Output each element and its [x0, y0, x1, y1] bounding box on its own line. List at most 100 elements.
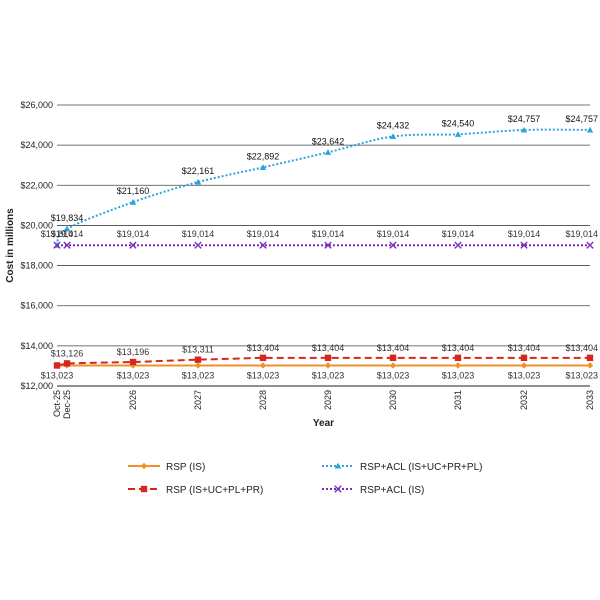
- data-label: $13,023: [117, 370, 150, 380]
- data-label: $19,014: [117, 229, 150, 239]
- data-label: $13,311: [182, 345, 214, 355]
- data-label: $19,014: [182, 229, 215, 239]
- data-point: [520, 241, 528, 249]
- data-point: [334, 462, 342, 469]
- data-point: [63, 225, 71, 232]
- data-label: $21,160: [117, 186, 150, 196]
- data-point-stroke: [53, 241, 61, 249]
- data-point-stroke: [454, 241, 462, 249]
- x-tick-label: 2032: [519, 390, 529, 410]
- legend-item: RSP+ACL (IS): [322, 485, 424, 496]
- data-point: [454, 241, 462, 249]
- data-label: $13,404: [442, 343, 475, 353]
- data-label: $19,014: [312, 229, 345, 239]
- data-point: [259, 164, 267, 170]
- data-point: [586, 241, 594, 249]
- y-tick-label: $24,000: [20, 140, 53, 150]
- data-point-stroke: [63, 241, 71, 249]
- data-point: [129, 358, 137, 366]
- data-label: $13,023: [508, 370, 541, 380]
- data-point-stroke: [129, 241, 137, 249]
- data-point: [53, 241, 61, 249]
- y-axis-ticks: $12,000 $14,000 $16,000 $18,000 $20,000 $22,0…: [20, 100, 53, 391]
- data-label: $13,023: [377, 370, 410, 380]
- data-label: $19,014: [442, 229, 475, 239]
- data-point: [194, 178, 202, 185]
- data-label: $22,892: [247, 151, 280, 161]
- series-line: [56, 356, 590, 367]
- data-label: $19,014: [51, 229, 84, 239]
- data-point: [324, 362, 332, 369]
- data-label: $13,023: [312, 370, 345, 380]
- data-point: [389, 354, 397, 362]
- legend-label: RSP+ACL (IS+UC+PR+PL): [360, 462, 482, 473]
- data-label: $23,642: [312, 136, 345, 146]
- legend-label: RSP+ACL (IS): [360, 485, 424, 496]
- data-label: $19,014: [377, 229, 410, 239]
- data-label: $13,023: [565, 370, 598, 380]
- data-point: [520, 354, 528, 362]
- data-point: [454, 131, 462, 137]
- data-label: $13,023: [182, 370, 215, 380]
- y-tick-label: $16,000: [20, 301, 53, 311]
- data-label: $24,432: [377, 120, 410, 130]
- data-point: [586, 354, 594, 362]
- x-tick-label: 2028: [258, 390, 268, 410]
- data-point: [259, 354, 267, 362]
- series-1: [53, 354, 594, 369]
- x-tick-label: 2026: [128, 390, 138, 410]
- data-point: [324, 354, 332, 362]
- data-point: [389, 362, 397, 369]
- y-axis-title: Cost in millions: [5, 208, 16, 283]
- data-label: $24,540: [442, 118, 475, 128]
- x-axis-title: Year: [313, 418, 334, 429]
- data-point: [586, 126, 594, 133]
- data-point: [140, 462, 148, 470]
- data-point: [586, 362, 594, 369]
- data-point: [140, 485, 148, 493]
- series-lines: [53, 126, 594, 369]
- data-point: [454, 362, 462, 369]
- data-point: [63, 360, 71, 367]
- data-label: $13,404: [508, 343, 541, 353]
- series-3: [53, 241, 594, 249]
- legend-item: RSP+ACL (IS+UC+PR+PL): [322, 462, 482, 473]
- data-point: [389, 241, 397, 249]
- data-label: $24,757: [565, 114, 598, 124]
- data-label: $13,023: [41, 370, 74, 380]
- x-tick-label: Oct-25: [52, 390, 62, 417]
- data-label: $13,023: [442, 370, 475, 380]
- x-tick-label: Dec-25: [62, 390, 72, 419]
- data-label: $13,126: [51, 348, 84, 358]
- data-point: [389, 133, 397, 140]
- data-point: [129, 198, 137, 205]
- legend-item: RSP (IS): [128, 462, 205, 473]
- data-point: [334, 485, 342, 493]
- data-label: $24,757: [508, 114, 541, 124]
- data-point: [129, 241, 137, 249]
- data-point: [53, 362, 61, 369]
- x-tick-label: 2027: [193, 390, 203, 410]
- x-tick-label: 2031: [453, 390, 463, 410]
- legend-label: RSP (IS): [166, 462, 205, 473]
- data-label: $13,196: [117, 347, 150, 357]
- data-label: $19,014: [565, 229, 598, 239]
- data-point: [259, 241, 267, 249]
- x-tick-label: 2033: [585, 390, 595, 410]
- x-axis-ticks: Oct-25 Dec-25 2026 2027 2028 2029 2030 2031 2032…: [52, 390, 595, 419]
- data-point: [520, 126, 528, 133]
- data-label: $19,834: [51, 213, 84, 223]
- data-label: $19,014: [41, 229, 74, 239]
- data-label: $13,404: [377, 343, 410, 353]
- data-label: $13,023: [247, 370, 280, 380]
- data-point: [194, 362, 202, 369]
- data-label: $13,404: [565, 343, 598, 353]
- data-point-stroke: [334, 485, 342, 493]
- y-tick-label: $12,000: [20, 381, 53, 391]
- data-label: $19,014: [508, 229, 541, 239]
- legend-item: RSP (IS+UC+PL+PR): [128, 485, 263, 496]
- data-label: $13,404: [312, 343, 345, 353]
- gridlines: [57, 104, 590, 387]
- data-point-stroke: [389, 241, 397, 249]
